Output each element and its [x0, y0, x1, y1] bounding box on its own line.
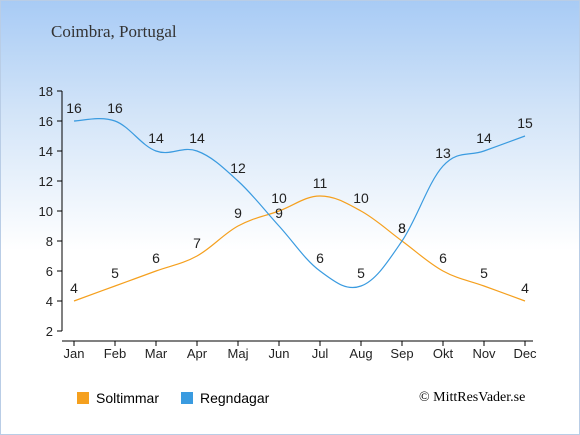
legend-swatch-soltimmar	[77, 392, 89, 404]
data-label-soltimmar-jun: 10	[271, 190, 287, 206]
x-tick-label-dec: Dec	[513, 346, 537, 361]
x-tick-label-jun: Jun	[269, 346, 290, 361]
y-tick-label-6: 6	[46, 264, 53, 279]
y-tick-label-8: 8	[46, 234, 53, 249]
series-line-soltimmar	[73, 195, 526, 302]
data-label-regndagar-maj: 12	[230, 160, 246, 176]
data-label-soltimmar-okt: 6	[439, 250, 447, 266]
data-label-regndagar-okt: 13	[435, 145, 451, 161]
x-tick-label-mar: Mar	[145, 346, 168, 361]
x-tick-label-sep: Sep	[390, 346, 413, 361]
legend-label-regndagar: Regndagar	[200, 390, 270, 406]
data-label-soltimmar-dec: 4	[521, 280, 529, 296]
data-label-soltimmar-sep: 8	[398, 220, 406, 236]
x-tick-label-apr: Apr	[187, 346, 208, 361]
x-tick-label-feb: Feb	[104, 346, 126, 361]
x-tick-label-okt: Okt	[433, 346, 454, 361]
data-label-regndagar-feb: 16	[107, 100, 123, 116]
data-label-soltimmar-jan: 4	[70, 280, 78, 296]
data-label-regndagar-jul: 6	[316, 250, 324, 266]
y-tick-label-4: 4	[46, 294, 53, 309]
x-tick-label-jul: Jul	[312, 346, 329, 361]
data-label-soltimmar-nov: 5	[480, 265, 488, 281]
data-label-soltimmar-apr: 7	[193, 235, 201, 251]
data-label-soltimmar-mar: 6	[152, 250, 160, 266]
data-label-soltimmar-jul: 11	[313, 175, 328, 191]
y-tick-label-18: 18	[39, 84, 53, 99]
chart-title: Coimbra, Portugal	[51, 22, 177, 41]
y-tick-label-2: 2	[46, 324, 53, 339]
x-tick-label-jan: Jan	[64, 346, 85, 361]
data-label-regndagar-aug: 5	[357, 265, 365, 281]
data-label-regndagar-nov: 14	[476, 130, 492, 146]
data-label-regndagar-jan: 16	[66, 100, 82, 116]
data-label-soltimmar-aug: 10	[353, 190, 369, 206]
data-label-regndagar-jun: 9	[275, 205, 283, 221]
legend-item-soltimmar: Soltimmar	[77, 390, 159, 406]
legend-item-regndagar: Regndagar	[181, 390, 269, 406]
y-tick-label-16: 16	[39, 114, 53, 129]
data-label-soltimmar-feb: 5	[111, 265, 119, 281]
legend-swatch-regndagar	[181, 392, 193, 404]
x-tick-label-maj: Maj	[228, 346, 249, 361]
y-tick-label-10: 10	[39, 204, 53, 219]
series-line-regndagar	[73, 118, 526, 289]
x-tick-label-aug: Aug	[349, 346, 372, 361]
copyright-text: © MittResVader.se	[419, 390, 526, 405]
data-label-soltimmar-maj: 9	[234, 205, 242, 221]
data-label-regndagar-apr: 14	[189, 130, 205, 146]
y-tick-label-14: 14	[39, 144, 53, 159]
data-label-regndagar-mar: 14	[148, 130, 164, 146]
y-tick-label-12: 12	[39, 174, 53, 189]
data-label-regndagar-dec: 15	[517, 115, 533, 131]
legend-label-soltimmar: Soltimmar	[96, 390, 160, 406]
data-label-regndagar-sep: 8	[398, 220, 406, 236]
x-tick-label-nov: Nov	[472, 346, 496, 361]
